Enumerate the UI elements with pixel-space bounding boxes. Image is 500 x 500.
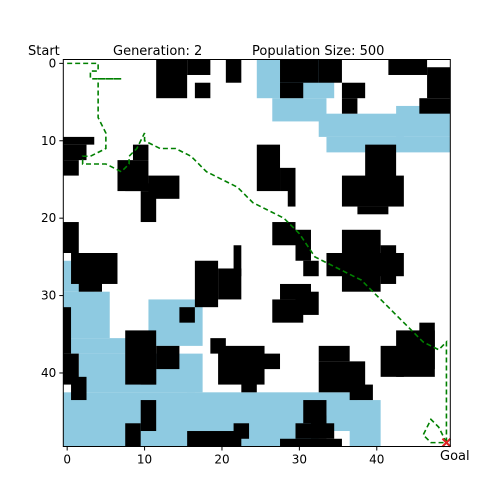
obstacle-cell — [388, 59, 428, 75]
obstacle-layer — [63, 59, 451, 447]
obstacle-cell — [280, 438, 342, 447]
obstacle-cell — [63, 136, 95, 145]
obstacle-cell — [280, 59, 319, 83]
y-tick-label: 40 — [41, 366, 56, 380]
start-label: Start — [28, 44, 60, 59]
obstacle-cell — [63, 307, 72, 354]
x-tick-label: 20 — [214, 453, 229, 467]
obstacle-cell — [132, 144, 149, 161]
water-cell — [326, 136, 451, 153]
obstacle-cell — [272, 222, 296, 246]
obstacle-cell — [419, 98, 451, 114]
obstacle-cell — [341, 175, 404, 207]
x-axis: 0 10 20 30 40 — [63, 446, 384, 467]
water-cell — [63, 338, 141, 354]
obstacle-cell — [280, 82, 304, 99]
obstacle-cell — [357, 206, 389, 215]
goal-marker — [441, 437, 452, 448]
obstacle-cell — [140, 400, 157, 432]
obstacle-cell — [63, 144, 87, 161]
x-tick-label: 10 — [137, 453, 152, 467]
obstacle-cell — [241, 376, 257, 393]
obstacle-cell — [71, 376, 87, 401]
water-cell — [318, 113, 404, 137]
obstacle-cell — [310, 415, 327, 439]
obstacle-cell — [63, 160, 79, 176]
y-tick-label: 20 — [41, 211, 56, 225]
obstacle-cell — [187, 431, 242, 447]
obstacle-cell — [295, 291, 319, 315]
x-tick-label: 30 — [292, 453, 307, 467]
obstacle-cell — [63, 222, 79, 253]
obstacle-cell — [349, 384, 373, 401]
plot-frame — [62, 59, 451, 447]
obstacle-cell — [125, 423, 141, 447]
obstacle-cell — [148, 175, 180, 199]
obstacle-cell — [233, 423, 250, 439]
obstacle-cell — [427, 67, 451, 99]
obstacle-cell — [194, 260, 219, 308]
obstacle-cell — [419, 322, 435, 370]
obstacle-cell — [140, 353, 157, 385]
y-tick-label: 30 — [41, 289, 56, 303]
plot-area — [62, 59, 452, 448]
y-axis: 0 10 20 30 40 — [41, 56, 64, 380]
goal-label: Goal — [440, 449, 470, 464]
water-cell — [272, 98, 327, 122]
obstacle-cell — [295, 229, 311, 261]
x-tick-label: 40 — [369, 453, 384, 467]
obstacle-cell — [78, 276, 102, 292]
obstacle-cell — [341, 98, 358, 114]
goal-x-mark — [441, 437, 452, 448]
obstacle-cell — [125, 183, 157, 192]
x-tick-label: 0 — [63, 453, 71, 467]
obstacle-cell — [179, 307, 195, 323]
obstacle-cell — [194, 82, 211, 99]
obstacle-cell — [256, 144, 281, 192]
obstacle-cell — [225, 59, 242, 83]
y-tick-label: 10 — [41, 134, 56, 148]
obstacle-cell — [318, 345, 350, 362]
obstacle-cell — [187, 59, 211, 75]
obstacle-cell — [341, 82, 366, 99]
path-line — [67, 62, 448, 444]
obstacle-cell — [233, 245, 242, 277]
obstacle-cell — [249, 353, 281, 370]
y-tick-label: 0 — [49, 56, 57, 70]
obstacle-cell — [287, 183, 296, 207]
obstacle-cell — [318, 59, 342, 83]
obstacle-cell — [303, 260, 319, 277]
obstacle-cell — [156, 345, 180, 370]
generation-label: Generation: 2 — [113, 44, 202, 59]
water-cell — [349, 400, 381, 447]
obstacle-cell — [380, 245, 397, 284]
population-label: Population Size: 500 — [252, 44, 384, 59]
obstacle-cell — [156, 59, 188, 99]
